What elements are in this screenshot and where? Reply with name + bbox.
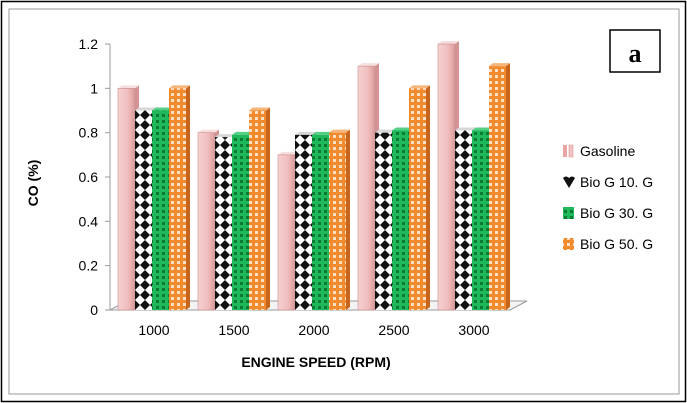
bar-front: [152, 110, 169, 310]
bar-side: [186, 85, 190, 310]
bar-front: [329, 132, 346, 310]
legend-label: Bio G 10. G: [580, 174, 653, 190]
bar-top: [392, 127, 413, 131]
x-tick-label: 3000: [458, 322, 489, 338]
legend-item-bio-g-30: Bio G 30. G: [563, 205, 653, 221]
y-tick-label: 0.6: [79, 169, 99, 185]
bar-side: [506, 63, 510, 310]
y-tick-label: 1.2: [79, 36, 99, 52]
y-tick-label: 0: [90, 302, 98, 318]
bar-top: [358, 63, 379, 67]
bars: [117, 41, 510, 311]
bar-bio-g-50-3000: [489, 63, 510, 311]
bar-bio-g-50-2500: [409, 85, 430, 310]
legend-label: Bio G 30. G: [580, 205, 653, 221]
legend-label: Gasoline: [580, 143, 635, 159]
bar-top: [409, 85, 430, 89]
y-tick-label: 1: [90, 80, 98, 96]
bar-top: [312, 131, 333, 135]
bar-bio-g-50-1500: [249, 107, 270, 310]
bar-top: [472, 127, 493, 131]
bar-front: [312, 134, 329, 310]
bar-front: [357, 65, 376, 311]
bar-front: [117, 88, 136, 311]
bar-bio-g-50-2000: [329, 129, 350, 310]
bar-top: [232, 131, 253, 135]
bar-front: [197, 132, 216, 311]
bar-front: [489, 66, 506, 311]
bar-top: [278, 151, 299, 155]
y-tick-label: 0.8: [79, 125, 99, 141]
legend-label: Bio G 50. G: [580, 236, 653, 252]
bar-front: [392, 130, 409, 310]
legend-item-gasoline: Gasoline: [563, 143, 635, 159]
bar-front: [295, 134, 312, 310]
bar-top: [489, 63, 510, 67]
bar-front: [135, 110, 152, 310]
bar-front: [215, 137, 232, 310]
bar-bio-g-50-1000: [169, 85, 190, 310]
y-tick-label: 0.4: [79, 213, 99, 229]
x-tick-label: 2500: [378, 322, 409, 338]
bar-front: [249, 110, 266, 310]
bar-front: [375, 132, 392, 310]
bar-top: [118, 85, 139, 89]
legend-swatch: [563, 145, 567, 157]
bar-top: [375, 129, 396, 133]
bar-front: [455, 130, 472, 310]
bar-side: [266, 107, 270, 310]
bar-top: [249, 107, 270, 111]
bar-top: [198, 129, 219, 133]
panel-label: a: [609, 29, 661, 73]
panel-label-text: a: [629, 39, 642, 68]
legend-swatch: [563, 176, 575, 188]
x-tick-label: 1500: [218, 322, 249, 338]
x-tick-label: 2000: [298, 322, 329, 338]
bar-top: [152, 107, 173, 111]
x-tick-label: 1000: [138, 322, 169, 338]
bar-top: [295, 131, 316, 135]
bar-top: [438, 41, 459, 44]
bar-front: [277, 154, 296, 311]
legend-swatch: [563, 207, 574, 219]
bar-top: [135, 107, 156, 111]
bar-front: [409, 88, 426, 310]
legend-item-bio-g-50: Bio G 50. G: [563, 236, 653, 252]
bar-side: [426, 85, 430, 310]
bar-side: [346, 129, 350, 310]
bar-front: [437, 43, 456, 311]
bar-front: [232, 134, 249, 310]
legend-swatch: [568, 144, 574, 158]
x-axis-label: ENGINE SPEED (RPM): [241, 354, 390, 370]
legend: Gasoline Bio G 10. G Bio G 30. G Bio G 50. …: [563, 143, 653, 252]
bar-front: [472, 130, 489, 310]
bar-top: [169, 85, 190, 89]
bar-top: [455, 127, 476, 131]
bar-top: [215, 134, 236, 138]
y-tick-label: 0.2: [79, 258, 99, 274]
y-axis-label: CO (%): [25, 160, 41, 207]
bar-front: [169, 88, 186, 310]
legend-item-bio-g-10: Bio G 10. G: [563, 174, 653, 190]
bar-top: [329, 129, 350, 133]
legend-swatch: [563, 238, 574, 250]
